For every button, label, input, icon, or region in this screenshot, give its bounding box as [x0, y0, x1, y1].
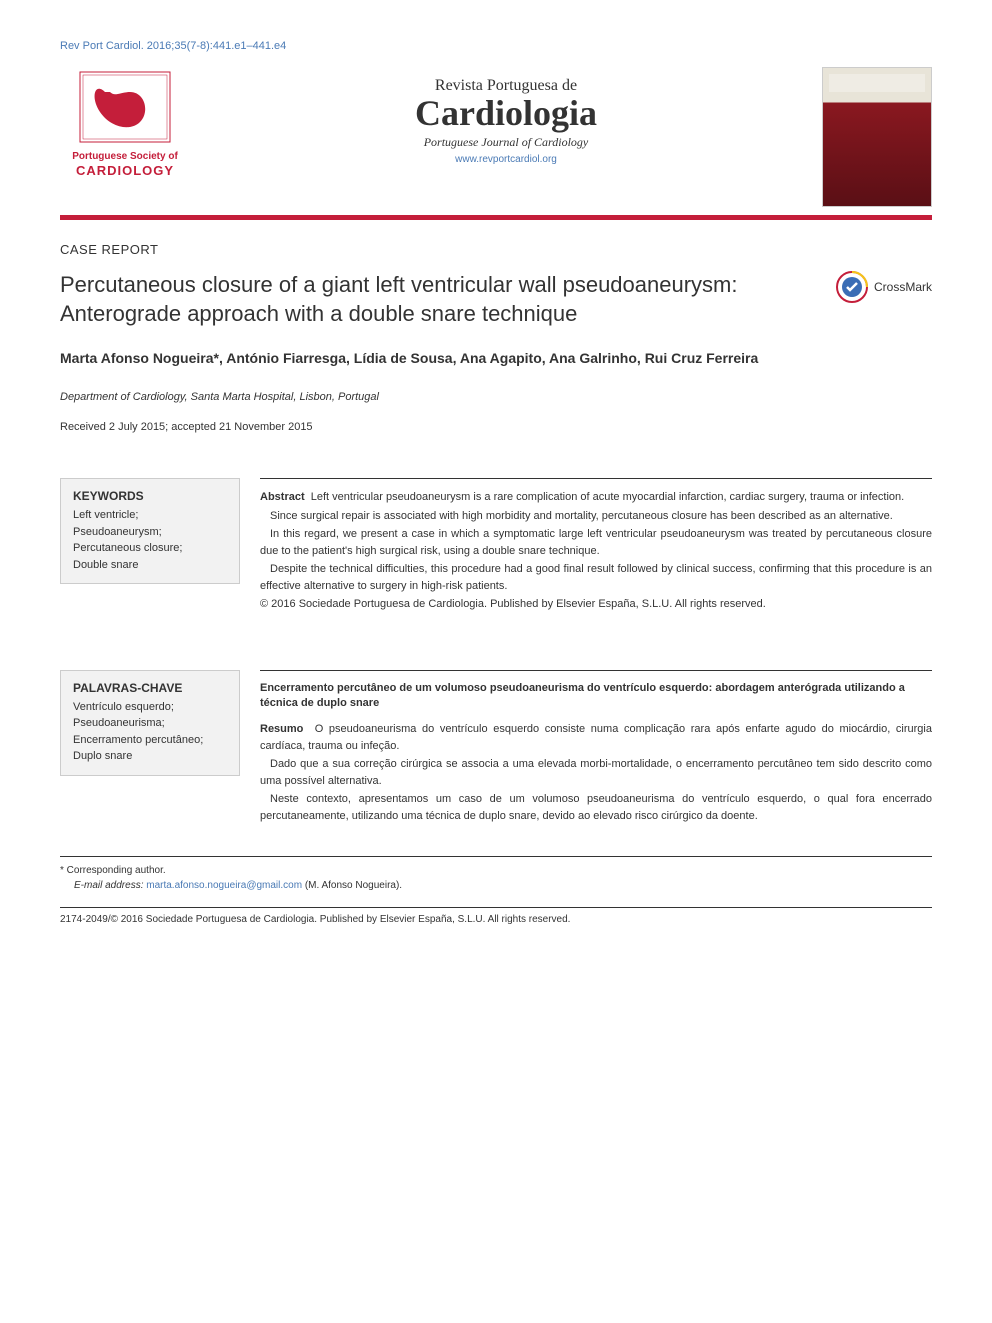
keywords-column: KEYWORDS Left ventricle; Pseudoaneurysm;… [60, 478, 260, 615]
crossmark-label: CrossMark [874, 280, 932, 294]
keywords-box: KEYWORDS Left ventricle; Pseudoaneurysm;… [60, 478, 240, 584]
abstract-row-en: KEYWORDS Left ventricle; Pseudoaneurysm;… [60, 478, 932, 615]
author-email-link[interactable]: marta.afonso.nogueira@gmail.com [146, 880, 302, 891]
journal-subtitle: Portuguese Journal of Cardiology [190, 135, 822, 150]
header: Portuguese Society of CARDIOLOGY Revista… [60, 67, 932, 207]
journal-url[interactable]: www.revportcardiol.org [190, 154, 822, 165]
final-rule [60, 907, 932, 908]
footer-copyright: 2174-2049/© 2016 Sociedade Portuguesa de… [60, 914, 932, 925]
society-logo-block: Portuguese Society of CARDIOLOGY [60, 67, 190, 179]
keywords-box-pt: PALAVRAS-CHAVE Ventrículo esquerdo; Pseu… [60, 670, 240, 776]
abstract-column-pt: Encerramento percutâneo de um volumoso p… [260, 670, 932, 827]
abstract-rule-pt [260, 670, 932, 671]
journal-masthead: Revista Portuguesa de Cardiologia Portug… [190, 67, 822, 165]
article-title: Percutaneous closure of a giant left ven… [60, 271, 836, 328]
footer-rule [60, 856, 932, 857]
society-name: Portuguese Society of CARDIOLOGY [60, 151, 190, 179]
abstract-rule [260, 478, 932, 479]
authors: Marta Afonso Nogueira*, António Fiarresg… [60, 348, 932, 369]
journal-cover [822, 67, 932, 207]
crossmark[interactable]: CrossMark [836, 271, 932, 303]
abstract-text: Abstract Left ventricular pseudoaneurysm… [260, 489, 932, 613]
keywords-column-pt: PALAVRAS-CHAVE Ventrículo esquerdo; Pseu… [60, 670, 260, 827]
keywords-title-pt: PALAVRAS-CHAVE [73, 681, 227, 695]
heart-logo-icon [75, 67, 175, 147]
section-label: CASE REPORT [60, 242, 932, 257]
journal-title: Cardiologia [190, 95, 822, 131]
cover-thumbnail-icon [822, 67, 932, 207]
keywords-title: KEYWORDS [73, 489, 227, 503]
divider-red [60, 215, 932, 220]
keywords-list-pt: Ventrículo esquerdo; Pseudoaneurisma; En… [73, 699, 227, 765]
abstract-text-pt: Resumo O pseudoaneurisma do ventrículo e… [260, 721, 932, 824]
abstract-row-pt: PALAVRAS-CHAVE Ventrículo esquerdo; Pseu… [60, 670, 932, 827]
abstract-column: Abstract Left ventricular pseudoaneurysm… [260, 478, 932, 615]
abstract-pt-title: Encerramento percutâneo de um volumoso p… [260, 681, 932, 712]
corresponding-author: * Corresponding author. E-mail address: … [60, 863, 932, 893]
title-row: Percutaneous closure of a giant left ven… [60, 271, 932, 328]
dates: Received 2 July 2015; accepted 21 Novemb… [60, 421, 932, 433]
citation: Rev Port Cardiol. 2016;35(7-8):441.e1–44… [60, 40, 932, 52]
affiliation: Department of Cardiology, Santa Marta Ho… [60, 391, 932, 403]
crossmark-icon [836, 271, 868, 303]
keywords-list: Left ventricle; Pseudoaneurysm; Percutan… [73, 507, 227, 573]
